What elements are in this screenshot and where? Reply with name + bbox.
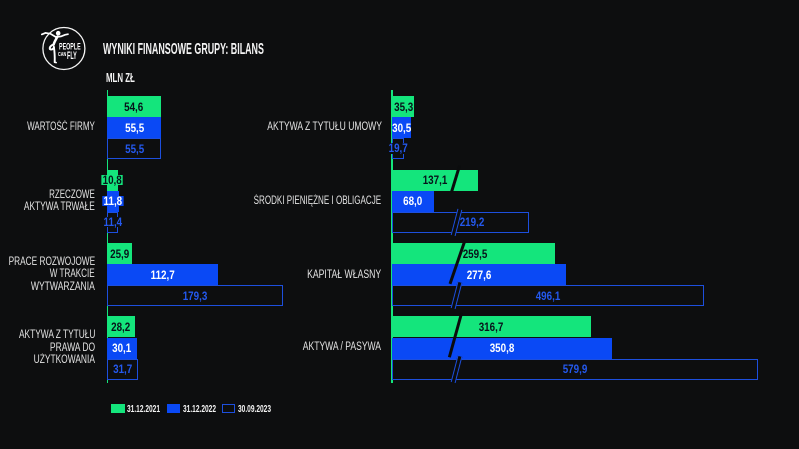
svg-text:FLY: FLY: [67, 50, 77, 62]
svg-text:CAN: CAN: [58, 52, 67, 58]
svg-text:PEOPLE: PEOPLE: [59, 40, 81, 51]
